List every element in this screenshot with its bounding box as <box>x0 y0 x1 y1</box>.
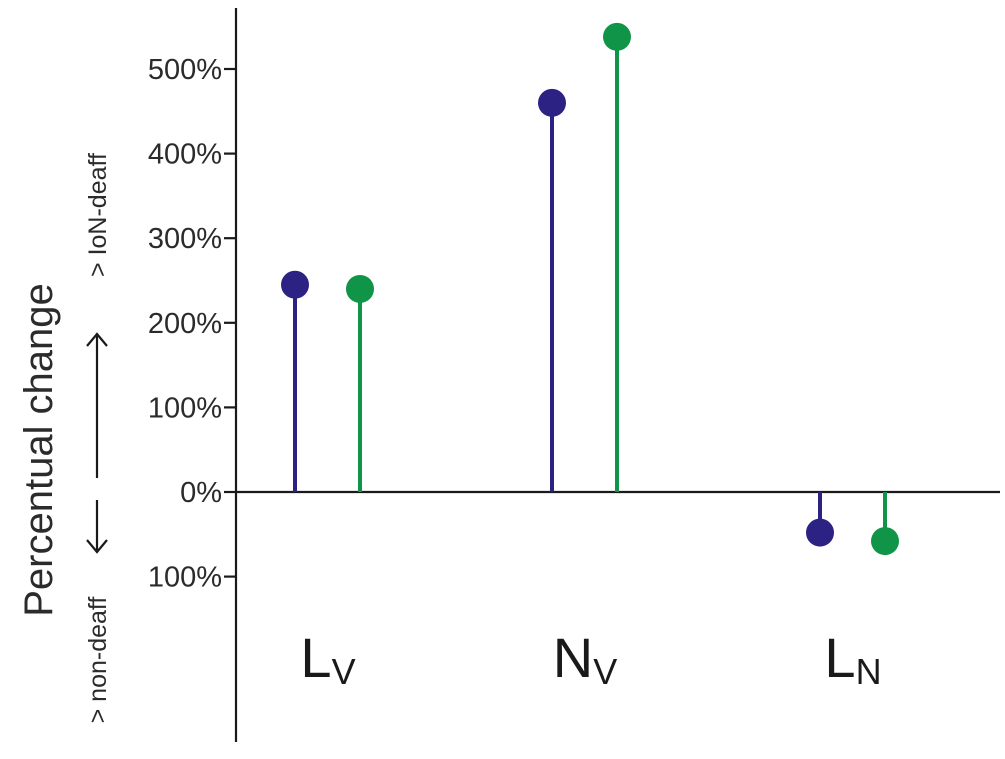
lollipop-point <box>806 518 834 547</box>
y-tick-label: 100% <box>148 562 222 594</box>
y-tick-label: 400% <box>148 139 222 171</box>
category-label: LN <box>824 626 881 692</box>
y-tick-label: 300% <box>148 223 222 255</box>
y-tick-label: 200% <box>148 308 222 340</box>
category-labels: LV NV LN <box>300 626 881 692</box>
lollipop-point <box>538 88 566 117</box>
direction-down-label: > non-deaff <box>84 597 112 724</box>
down-arrowhead-icon <box>86 539 108 554</box>
y-tick-label: 100% <box>148 392 222 424</box>
up-arrowhead-icon <box>86 332 108 347</box>
direction-up-label: > IoN-deaff <box>84 153 112 277</box>
data-marks <box>281 22 899 556</box>
direction-arrow <box>86 332 108 554</box>
lollipop-point <box>603 22 631 51</box>
y-tick-labels: 500% 400% 300% 200% 100% 0% 100% <box>148 54 236 594</box>
category-label: LV <box>300 626 355 692</box>
lollipop-point <box>346 274 374 303</box>
y-tick-label: 500% <box>148 54 222 86</box>
lollipop-point <box>871 527 899 556</box>
category-label: NV <box>553 626 617 692</box>
y-tick-label: 0% <box>180 477 222 509</box>
y-axis-title: Percentual change <box>17 283 61 617</box>
lollipop-point <box>281 270 309 299</box>
